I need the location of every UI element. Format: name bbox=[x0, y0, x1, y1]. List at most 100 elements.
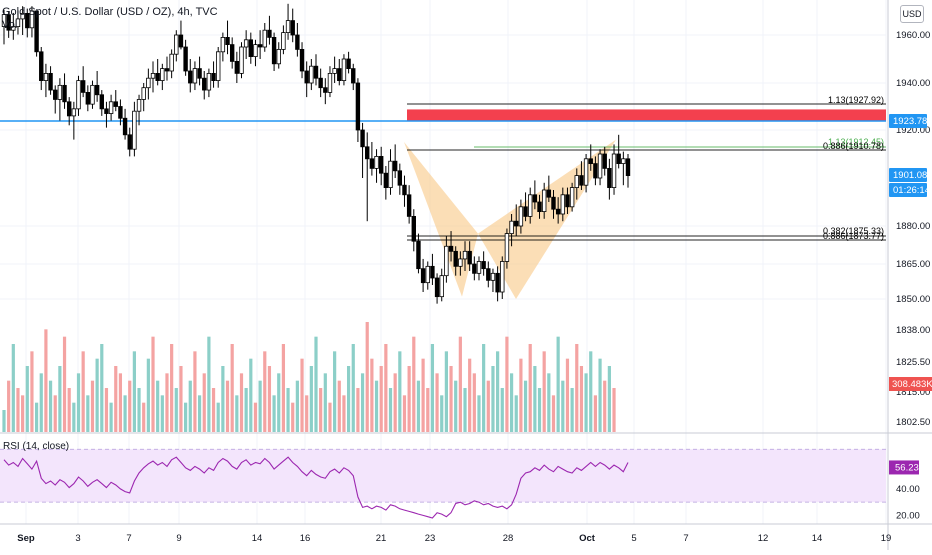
candle-body bbox=[178, 34, 184, 48]
volume-bar bbox=[393, 373, 397, 432]
volume-bar bbox=[267, 366, 272, 432]
candle-body bbox=[569, 187, 575, 208]
candle-body bbox=[588, 158, 593, 165]
time-tick-label: 12 bbox=[758, 533, 769, 544]
volume-bar bbox=[440, 395, 444, 432]
candle-body bbox=[309, 65, 314, 84]
volume-bar bbox=[537, 388, 542, 432]
candle-body bbox=[611, 153, 617, 188]
volume-bar bbox=[2, 410, 6, 432]
volume-bar bbox=[179, 366, 183, 432]
time-tick-label: 5 bbox=[631, 533, 636, 544]
volume-bar bbox=[39, 373, 43, 432]
candle-body bbox=[267, 29, 272, 38]
candle-body bbox=[43, 73, 49, 82]
candle-body bbox=[211, 73, 216, 82]
candle-body bbox=[53, 89, 58, 100]
currency-button[interactable]: USD bbox=[900, 5, 924, 23]
candle-body bbox=[216, 51, 221, 81]
candle-body bbox=[541, 189, 547, 213]
volume-bar bbox=[426, 388, 430, 432]
rsi-tick-label: 20.00 bbox=[896, 510, 920, 521]
volume-bar bbox=[509, 373, 514, 432]
candle-body bbox=[355, 82, 361, 131]
candle-body bbox=[206, 73, 212, 91]
candle-body bbox=[397, 170, 403, 186]
candle-body bbox=[402, 184, 407, 196]
volume-bar bbox=[505, 336, 509, 432]
candle-body bbox=[304, 70, 309, 84]
volume-bar bbox=[365, 322, 369, 432]
volume-bar bbox=[398, 351, 402, 432]
volume-bar bbox=[468, 358, 472, 432]
rsi-pane: 56.23 40.00 20.00 bbox=[0, 448, 920, 521]
volume-bar bbox=[165, 373, 169, 432]
volume-bar bbox=[356, 388, 360, 432]
candle-body bbox=[262, 29, 267, 48]
candle-body bbox=[80, 80, 86, 93]
candle-body bbox=[225, 37, 230, 46]
volume-bar bbox=[579, 366, 584, 432]
candle-body bbox=[202, 77, 207, 91]
candle-body bbox=[243, 39, 249, 48]
volume-bar bbox=[160, 395, 164, 432]
candle-body bbox=[514, 220, 519, 227]
volume-bar bbox=[151, 336, 155, 432]
volume-bar bbox=[337, 380, 341, 432]
candle-body bbox=[34, 10, 39, 53]
volume-bar bbox=[118, 373, 123, 432]
volume-bar bbox=[542, 351, 546, 432]
volume-bar bbox=[253, 402, 258, 432]
candle-body bbox=[295, 34, 300, 50]
volume-bar bbox=[421, 358, 425, 432]
volume-bar bbox=[556, 336, 560, 432]
time-tick-label: Oct bbox=[579, 533, 596, 544]
candle-body bbox=[48, 73, 53, 91]
time-tick-label: 19 bbox=[881, 533, 892, 544]
volume-bar bbox=[7, 380, 11, 432]
volume-bar bbox=[500, 388, 504, 432]
time-tick-label: 21 bbox=[376, 533, 387, 544]
candle-body bbox=[174, 34, 179, 55]
volume-bar bbox=[561, 380, 565, 432]
candle-body bbox=[365, 146, 370, 160]
candle-body bbox=[108, 101, 114, 114]
volume-bar bbox=[156, 380, 160, 432]
volume-bar bbox=[458, 336, 462, 432]
candle-body bbox=[76, 80, 81, 110]
volume-bar bbox=[593, 395, 598, 432]
volume-bar bbox=[412, 336, 416, 432]
volume-bar bbox=[514, 395, 518, 432]
candle-body bbox=[472, 263, 477, 274]
volume-bar bbox=[239, 373, 244, 432]
price-tick-label: 1920.00 bbox=[896, 125, 930, 136]
candle-body bbox=[593, 163, 598, 179]
volume-bar bbox=[34, 402, 39, 432]
volume-bars bbox=[2, 322, 616, 432]
candle-body bbox=[565, 194, 570, 208]
volume-bar bbox=[142, 402, 146, 432]
candle-body bbox=[518, 206, 524, 227]
candle-body bbox=[504, 233, 510, 262]
volume-bar bbox=[95, 358, 99, 432]
volume-bar bbox=[477, 395, 481, 432]
volume-bar bbox=[48, 380, 53, 432]
candle-body bbox=[318, 77, 323, 89]
candle-body bbox=[523, 206, 528, 217]
candle-body bbox=[420, 268, 426, 284]
volume-bar bbox=[44, 329, 48, 432]
price-tag-bg bbox=[889, 168, 927, 182]
volume-bar bbox=[598, 358, 602, 432]
candle-body bbox=[327, 73, 333, 93]
candle-body bbox=[621, 158, 626, 165]
candle-body bbox=[29, 10, 35, 29]
candle-body bbox=[127, 134, 132, 150]
volume-bar bbox=[100, 344, 104, 432]
candle-body bbox=[574, 175, 579, 189]
candle-body bbox=[439, 275, 444, 298]
candle-body bbox=[6, 14, 11, 31]
candle-body bbox=[146, 77, 151, 89]
volume-bar bbox=[449, 366, 453, 432]
candle-body bbox=[341, 58, 347, 82]
